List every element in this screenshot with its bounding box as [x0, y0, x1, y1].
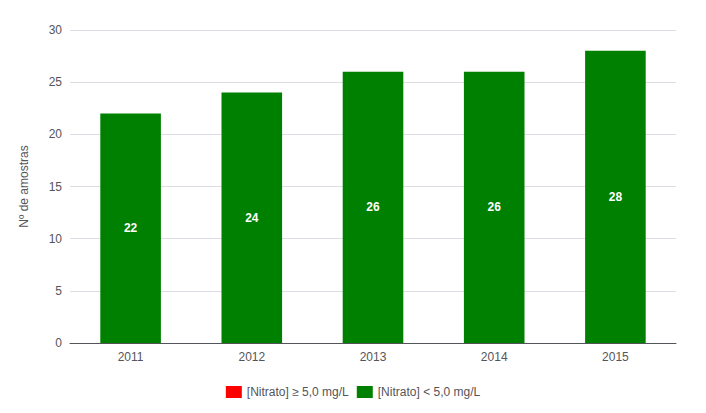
svg-text:2011: 2011 [118, 350, 144, 364]
svg-text:[Nitrato] < 5,0 mg/L: [Nitrato] < 5,0 mg/L [378, 385, 481, 399]
svg-text:10: 10 [49, 232, 63, 246]
svg-text:20: 20 [49, 127, 63, 141]
svg-text:0: 0 [55, 336, 62, 350]
svg-text:2012: 2012 [238, 350, 265, 364]
svg-text:15: 15 [49, 180, 63, 194]
svg-text:25: 25 [49, 75, 63, 89]
svg-text:[Nitrato] ≥ 5,0 mg/L: [Nitrato] ≥ 5,0 mg/L [247, 385, 349, 399]
svg-text:26: 26 [488, 200, 502, 214]
svg-text:26: 26 [366, 200, 380, 214]
svg-text:Nº de amostras: Nº de amostras [17, 145, 31, 227]
svg-text:30: 30 [49, 23, 63, 37]
svg-text:2014: 2014 [481, 350, 508, 364]
svg-text:5: 5 [55, 284, 62, 298]
svg-text:28: 28 [609, 190, 623, 204]
svg-text:2013: 2013 [360, 350, 387, 364]
svg-text:2015: 2015 [602, 350, 629, 364]
svg-text:22: 22 [124, 221, 138, 235]
svg-text:24: 24 [245, 211, 259, 225]
